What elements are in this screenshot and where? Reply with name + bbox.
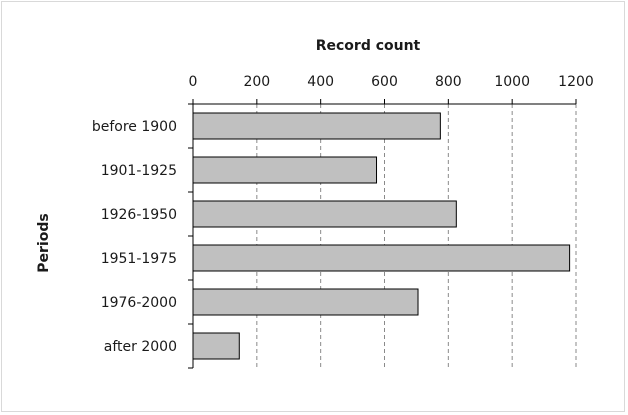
category-label: 1901-1925 xyxy=(101,163,177,179)
bars xyxy=(192,112,571,360)
bar xyxy=(192,288,419,316)
category-label: 1976-2000 xyxy=(101,295,177,311)
category-label: after 2000 xyxy=(104,339,177,355)
category-label: before 1900 xyxy=(92,119,177,135)
x-tick-labels: 0 200 400 600 800 1000 1200 xyxy=(189,74,594,90)
bar xyxy=(192,156,378,184)
bar xyxy=(192,332,240,360)
y-axis-title: Periods xyxy=(36,213,52,272)
bar xyxy=(192,244,571,272)
x-tick-label: 1200 xyxy=(558,74,594,90)
bar xyxy=(192,200,457,228)
x-tick-label: 0 xyxy=(189,74,198,90)
x-tick-label: 1000 xyxy=(494,74,530,90)
x-axis-title: Record count xyxy=(316,38,421,54)
axes xyxy=(188,99,577,369)
x-tick-label: 800 xyxy=(435,74,462,90)
bar xyxy=(192,112,441,140)
x-tick-label: 600 xyxy=(371,74,398,90)
category-label: 1951-1975 xyxy=(101,251,177,267)
x-tick-label: 200 xyxy=(243,74,270,90)
gridlines xyxy=(256,104,577,368)
category-label: 1926-1950 xyxy=(101,207,177,223)
category-labels: before 1900 1901-1925 1926-1950 1951-1975 19… xyxy=(92,119,177,355)
x-tick-label: 400 xyxy=(307,74,334,90)
